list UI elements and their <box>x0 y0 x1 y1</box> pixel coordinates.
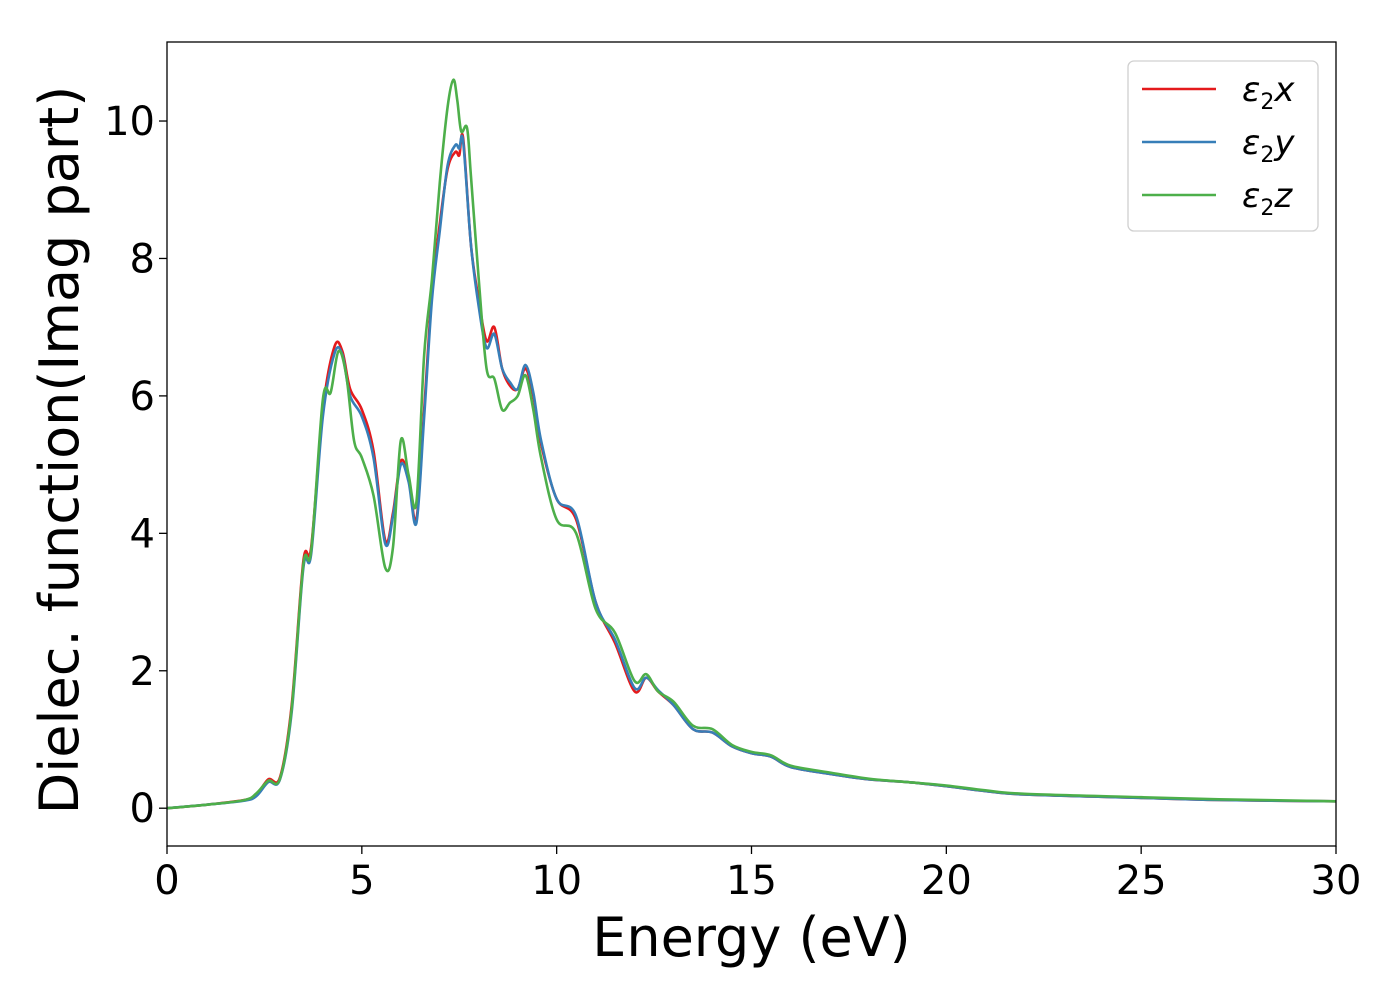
x-tick-label: 20 <box>921 858 972 904</box>
legend: ε2x ε2y ε2z <box>1127 60 1319 232</box>
legend-box <box>1127 60 1319 232</box>
series-line-x <box>167 132 1336 810</box>
x-tick-label: 30 <box>1311 858 1362 904</box>
series-line-z <box>167 78 1336 810</box>
y-tick-label: 4 <box>130 511 155 557</box>
y-tick-label: 0 <box>130 786 155 832</box>
legend-label-x: ε2x <box>1242 70 1295 115</box>
series-layer <box>167 78 1336 810</box>
x-tick-label: 10 <box>531 858 582 904</box>
y-tick-label: 8 <box>130 236 155 282</box>
y-axis: 0 2 4 6 8 10 <box>104 99 167 832</box>
legend-label-y: ε2y <box>1242 123 1295 168</box>
x-tick-label: 15 <box>726 858 777 904</box>
x-tick-label: 25 <box>1116 858 1167 904</box>
legend-label-z: ε2z <box>1242 176 1293 221</box>
x-tick-label: 0 <box>154 858 179 904</box>
series-line-y <box>167 134 1336 810</box>
y-axis-label: Dielec. function(Imag part) <box>28 86 91 815</box>
x-axis: 0 5 10 15 20 25 30 <box>154 846 1361 904</box>
x-axis-label: Energy (eV) <box>592 906 911 969</box>
x-tick-label: 5 <box>349 858 374 904</box>
y-tick-label: 6 <box>130 374 155 420</box>
y-tick-label: 2 <box>130 649 155 695</box>
y-tick-label: 10 <box>104 99 155 145</box>
